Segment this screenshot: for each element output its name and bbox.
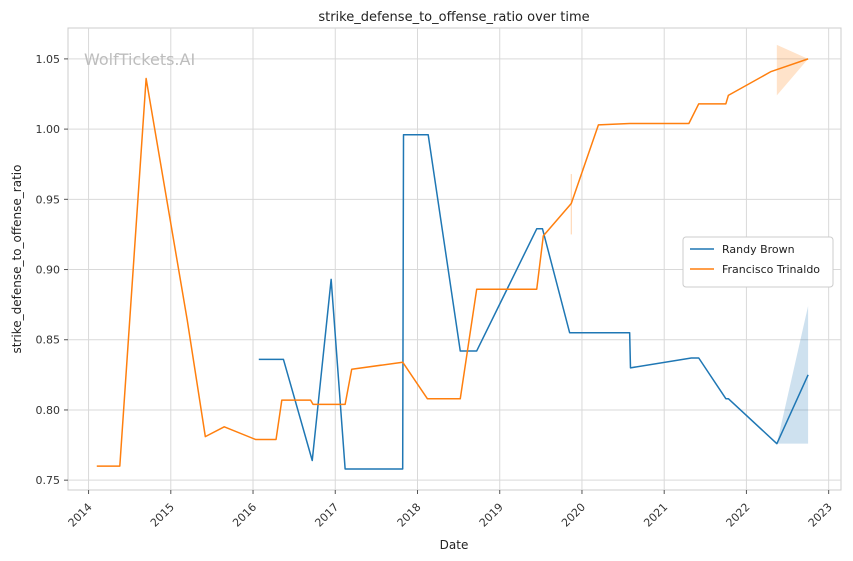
legend-box [682,236,834,288]
legend-label-francisco-trinaldo: Francisco Trinaldo [722,263,820,276]
x-tick-label: 2014 [66,501,95,530]
y-tick-label: 0.95 [36,193,61,206]
x-axis-label: Date [440,538,469,552]
x-tick-label: 2015 [148,501,177,530]
series-line-0 [258,133,809,470]
x-tick-label: 2023 [806,501,835,530]
y-tick-label: 0.80 [36,404,61,417]
x-tick-label: 2018 [395,501,424,530]
y-tick-label: 0.75 [36,474,61,487]
confidence-band-series-1 [776,44,809,96]
chart-title: strike_defense_to_offense_ratio over tim… [318,10,589,25]
legend: Randy Brown Francisco Trinaldo [682,236,834,288]
confidence-band-series-0 [776,306,809,444]
series-line-1 [96,58,809,467]
legend-label-randy-brown: Randy Brown [722,243,795,256]
x-tick-label: 2021 [641,501,670,530]
x-axis-ticks: 2014 2015 2016 2017 2018 2019 2020 2021 2022 2023 [66,490,835,530]
y-axis-ticks: 0.75 0.80 0.85 0.90 0.95 1.00 1.05 [36,53,68,487]
x-tick-label: 2022 [724,501,753,530]
series-lines [96,58,809,470]
y-tick-label: 0.90 [36,264,61,277]
x-tick-label: 2016 [230,501,259,530]
y-tick-label: 1.00 [36,123,61,136]
x-tick-label: 2019 [477,501,506,530]
x-tick-label: 2017 [312,501,341,530]
y-tick-label: 1.05 [36,53,61,66]
y-axis-label: strike_defense_to_offense_ratio [10,165,24,354]
y-tick-label: 0.85 [36,334,61,347]
watermark: WolfTickets.AI [84,50,195,69]
x-tick-label: 2020 [559,501,588,530]
